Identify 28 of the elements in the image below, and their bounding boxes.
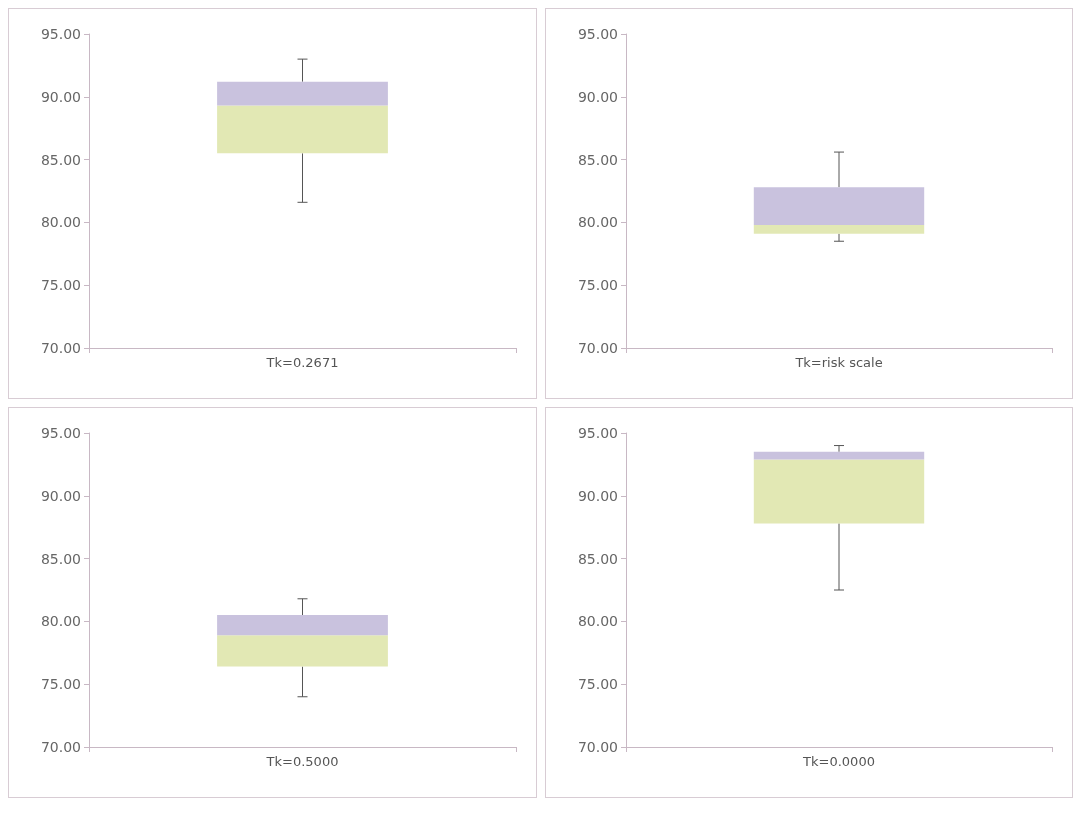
y-tick-label: 80.00 (40, 214, 81, 231)
y-tick-label: 70.00 (577, 340, 618, 356)
y-tick-label: 70.00 (577, 739, 618, 755)
x-tick-label: Tk=0.2671 (265, 355, 339, 370)
x-tick-label: Tk=0.5000 (265, 754, 339, 769)
x-tick-label: Tk=risk scale (794, 355, 883, 370)
y-tick-label: 90.00 (577, 88, 618, 105)
y-tick-label: 95.00 (577, 26, 618, 42)
y-tick-label: 75.00 (577, 277, 618, 294)
y-tick-label: 85.00 (40, 550, 81, 567)
y-tick-label: 90.00 (40, 487, 81, 504)
y-tick-label: 75.00 (40, 676, 81, 693)
y-tick-label: 75.00 (577, 676, 618, 693)
y-tick-label: 70.00 (40, 340, 81, 356)
y-tick-label: 75.00 (40, 277, 81, 294)
y-tick-label: 85.00 (577, 550, 618, 567)
y-tick-label: 95.00 (577, 425, 618, 441)
y-tick-label: 95.00 (40, 425, 81, 441)
y-tick-label: 90.00 (577, 487, 618, 504)
y-tick-label: 80.00 (40, 613, 81, 630)
y-tick-label: 80.00 (577, 214, 618, 231)
y-tick-label: 85.00 (577, 151, 618, 168)
y-tick-label: 85.00 (40, 151, 81, 168)
x-tick-label: Tk=0.0000 (802, 754, 875, 769)
y-tick-label: 70.00 (40, 739, 81, 755)
y-tick-label: 95.00 (40, 26, 81, 42)
y-tick-label: 80.00 (577, 613, 618, 630)
y-tick-label: 90.00 (40, 88, 81, 105)
